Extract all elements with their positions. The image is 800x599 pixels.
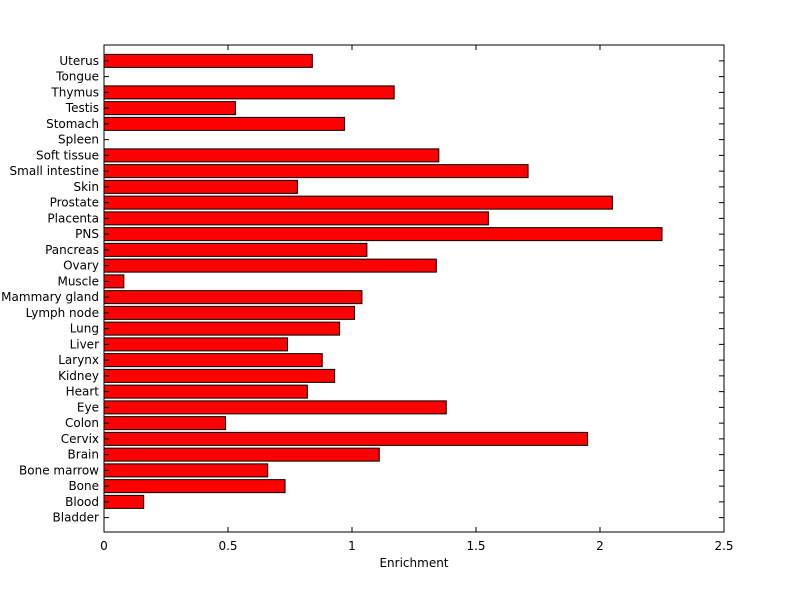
y-tick-label: Muscle [57, 274, 99, 288]
bar [103, 116, 346, 131]
bar [103, 447, 380, 462]
y-tick-label: Mammary gland [1, 290, 99, 304]
y-tick-label: Soft tissue [36, 148, 99, 162]
bar [103, 179, 298, 194]
x-tick-label: 2 [596, 539, 604, 553]
x-tick-labels: 0 0.5 1 1.5 2 2.5 [100, 539, 733, 553]
bar [103, 258, 437, 273]
y-tick-label: Spleen [58, 133, 99, 147]
bars-group [103, 53, 663, 509]
y-tick-label: Thymus [50, 85, 99, 99]
x-tick-label: 0.5 [218, 539, 237, 553]
y-tick-label: Uterus [59, 54, 99, 68]
x-tick-label: 1 [348, 539, 356, 553]
x-tick-label: 2.5 [714, 539, 733, 553]
y-tick-label: Ovary [63, 259, 99, 273]
y-tick-label: Brain [68, 448, 99, 462]
plot-frame [103, 44, 725, 533]
bar [103, 463, 269, 478]
y-tick-label: Eye [77, 400, 99, 414]
bar [103, 321, 341, 336]
y-tick-label: Skin [73, 180, 99, 194]
y-tick-label: Placenta [47, 211, 99, 225]
y-tick-label: Prostate [50, 196, 99, 210]
bar [103, 337, 289, 352]
bar [103, 101, 236, 116]
y-tick-label: Colon [65, 416, 99, 430]
y-tick-label: Cervix [61, 432, 99, 446]
bar [103, 353, 323, 368]
x-axis-label: Enrichment [379, 556, 448, 570]
bar [103, 494, 145, 509]
bar [103, 431, 589, 446]
bar [103, 227, 663, 242]
y-tick-label: PNS [75, 227, 99, 241]
bar [103, 85, 395, 100]
y-tick-label: Heart [66, 385, 100, 399]
y-tick-label: Larynx [58, 353, 99, 367]
bar [103, 400, 447, 415]
x-tick-label: 1.5 [466, 539, 485, 553]
y-tick-label: Bone marrow [19, 463, 99, 477]
bar [103, 242, 368, 257]
y-tick-label: Small intestine [10, 164, 99, 178]
y-tick-label: Kidney [58, 369, 99, 383]
bar [103, 53, 313, 68]
y-tick-label: Blood [65, 495, 99, 509]
y-tick-label: Stomach [46, 117, 99, 131]
y-tick-label: Pancreas [45, 243, 99, 257]
bar [103, 416, 227, 431]
bar [103, 211, 489, 226]
bar [103, 195, 613, 210]
bar [103, 305, 355, 320]
y-tick-label: Liver [70, 337, 100, 351]
y-tick-label: Lymph node [26, 306, 99, 320]
bar [103, 290, 363, 305]
y-tick-label: Bone [68, 479, 99, 493]
y-tick-label: Tongue [55, 70, 99, 84]
x-tick-label: 0 [100, 539, 108, 553]
y-tick-label: Bladder [53, 511, 100, 525]
y-tick-label: Testis [65, 101, 99, 115]
bar [103, 384, 308, 399]
bar [103, 368, 336, 383]
y-tick-label: Lung [70, 322, 99, 336]
bar [103, 148, 440, 163]
bar [103, 479, 286, 494]
bar [103, 164, 529, 179]
